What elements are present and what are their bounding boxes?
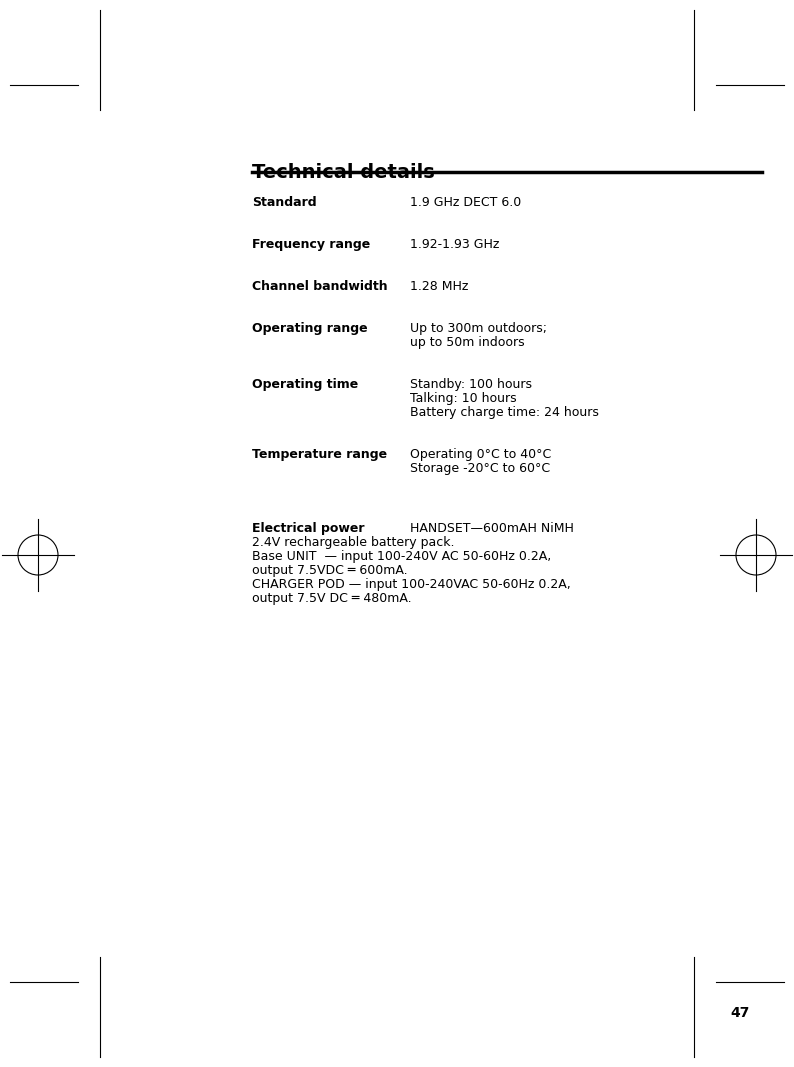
Text: Battery charge time: 24 hours: Battery charge time: 24 hours: [410, 407, 599, 419]
Text: 2.4V rechargeable battery pack.: 2.4V rechargeable battery pack.: [252, 536, 454, 550]
Text: Operating time: Operating time: [252, 378, 358, 391]
Text: Storage -20°C to 60°C: Storage -20°C to 60°C: [410, 462, 550, 475]
Text: 47: 47: [730, 1006, 750, 1020]
Text: 1.92-1.93 GHz: 1.92-1.93 GHz: [410, 238, 499, 251]
Text: Standby: 100 hours: Standby: 100 hours: [410, 378, 532, 391]
Text: Frequency range: Frequency range: [252, 238, 370, 251]
Text: Temperature range: Temperature range: [252, 448, 387, 461]
Text: Operating range: Operating range: [252, 322, 368, 335]
Text: Base UNIT  — input 100-240V AC 50-60Hz 0.2A,: Base UNIT — input 100-240V AC 50-60Hz 0.…: [252, 550, 551, 563]
Text: output 7.5VDC ═ 600mA.: output 7.5VDC ═ 600mA.: [252, 564, 407, 577]
Text: Technical details: Technical details: [252, 163, 435, 182]
Text: Channel bandwidth: Channel bandwidth: [252, 280, 387, 293]
Text: up to 50m indoors: up to 50m indoors: [410, 336, 525, 349]
Text: CHARGER POD — input 100-240VAC 50-60Hz 0.2A,: CHARGER POD — input 100-240VAC 50-60Hz 0…: [252, 578, 571, 591]
Text: Standard: Standard: [252, 196, 317, 209]
Text: output 7.5V DC ═ 480mA.: output 7.5V DC ═ 480mA.: [252, 592, 411, 605]
Text: Electrical power: Electrical power: [252, 522, 364, 535]
Text: Talking: 10 hours: Talking: 10 hours: [410, 392, 517, 405]
Text: Operating 0°C to 40°C: Operating 0°C to 40°C: [410, 448, 551, 461]
Text: 1.9 GHz DECT 6.0: 1.9 GHz DECT 6.0: [410, 196, 521, 209]
Text: HANDSET—600mAH NiMH: HANDSET—600mAH NiMH: [410, 522, 574, 535]
Text: Up to 300m outdoors;: Up to 300m outdoors;: [410, 322, 547, 335]
Text: 1.28 MHz: 1.28 MHz: [410, 280, 468, 293]
